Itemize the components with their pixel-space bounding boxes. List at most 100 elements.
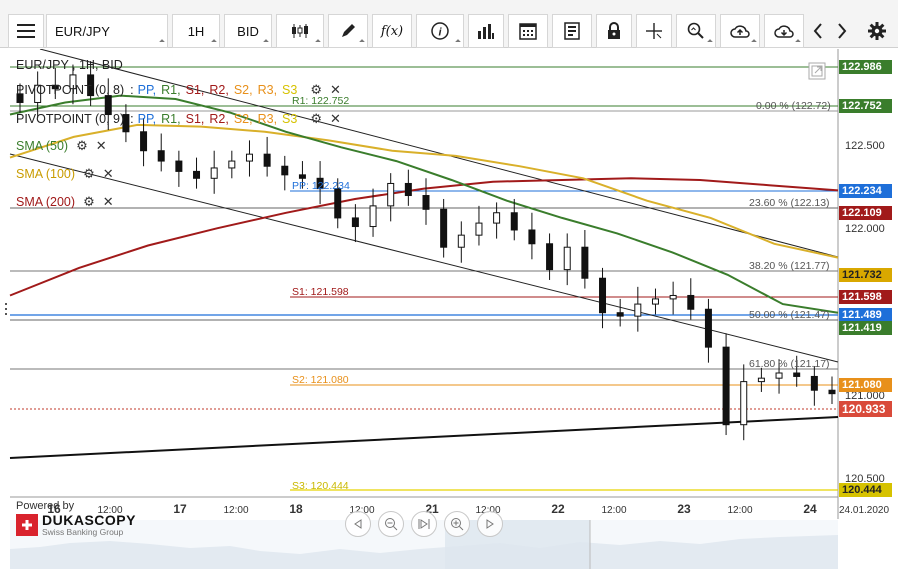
legend-sma-50-gear-icon[interactable]: ⚙	[76, 138, 88, 153]
legend-sma-200-close-icon[interactable]: ✕	[102, 194, 114, 209]
candle-body	[193, 170, 201, 179]
candle-body	[69, 74, 77, 90]
navigator-strip[interactable]	[10, 520, 838, 569]
chart-area[interactable]: R1: 122.752 0.00 % (122.72) PP: 122.234 …	[0, 49, 898, 569]
time-tick-label: 12:00	[475, 505, 500, 516]
nav-forward-button[interactable]	[477, 511, 503, 537]
chevron-right-icon	[838, 23, 847, 39]
legend-level-label: S2,	[233, 83, 253, 97]
candle-body	[793, 372, 801, 377]
legend-level-label: R3,	[257, 83, 278, 97]
candle-body	[581, 246, 589, 279]
scroll-left-button[interactable]	[806, 14, 830, 48]
maximize-icon[interactable]	[808, 62, 826, 80]
hamburger-menu-icon[interactable]	[8, 14, 44, 48]
legend-sma-50[interactable]: SMA (50) ⚙ ✕	[16, 138, 107, 154]
info-button[interactable]: i	[416, 14, 464, 48]
candle-body	[316, 177, 324, 190]
chevron-left-icon	[813, 23, 822, 39]
crosshair-button[interactable]	[636, 14, 672, 48]
legend-pivot-2-gear-icon[interactable]: ⚙	[310, 111, 322, 126]
time-tick-label: 17	[173, 502, 187, 516]
scroll-right-button[interactable]	[830, 14, 854, 48]
legend-level-label: R1,	[161, 112, 181, 126]
label-s3: S3: 120.444	[292, 480, 349, 492]
legend-sma-200-gear-icon[interactable]: ⚙	[83, 194, 95, 209]
legend-sma-100-close-icon[interactable]: ✕	[102, 166, 114, 181]
lock-button[interactable]	[596, 14, 632, 48]
reset-view-button[interactable]	[411, 511, 437, 537]
candle-body	[810, 375, 818, 391]
volume-button[interactable]	[468, 14, 504, 48]
download-button[interactable]	[764, 14, 804, 48]
settings-button[interactable]	[860, 14, 894, 48]
price-marker: 122.986	[839, 60, 892, 74]
zoom-in-button[interactable]	[444, 511, 470, 537]
price-marker: 122.752	[839, 99, 892, 113]
candle-body	[51, 84, 59, 90]
candle-body	[475, 222, 483, 236]
bar-chart-icon	[478, 24, 494, 39]
time-tick-label: 12:00	[223, 505, 248, 516]
symbol-selector[interactable]: EUR/JPY	[46, 14, 168, 48]
indicators-button[interactable]: f(x)	[372, 14, 412, 48]
time-tick-label: 16	[47, 502, 61, 516]
label-fib618: 61.80 % (121.17)	[749, 358, 830, 370]
candle-type-button[interactable]	[276, 14, 324, 48]
candle-body	[281, 165, 289, 176]
legend-sma-100[interactable]: SMA (100) ⚙ ✕	[16, 166, 114, 182]
legend-pivot-1[interactable]: PIVOTPOINT (0, 8) : PP, R1, S1, R2, S2, R3, S3…	[16, 82, 341, 98]
time-tick-label: 12:00	[97, 505, 122, 516]
candle-body	[175, 160, 183, 172]
zoom-button[interactable]	[676, 14, 716, 48]
label-fib50: 50.00 % (121.47)	[749, 309, 830, 321]
legend-sma-200[interactable]: SMA (200) ⚙ ✕	[16, 194, 114, 210]
candle-body	[493, 212, 501, 224]
price-marker: 121.598	[839, 290, 892, 304]
brand-tagline: Swiss Banking Group	[42, 527, 124, 537]
time-tick-label: 24	[803, 502, 817, 516]
legend-pivot-2[interactable]: PIVOTPOINT (0, 9) : PP, R1, S1, R2, S2, R3, S3…	[16, 111, 341, 127]
label-s1: S1: 121.598	[292, 286, 349, 298]
legend-pivot-1-close-icon[interactable]: ✕	[330, 82, 341, 97]
candle-body	[599, 277, 607, 314]
candle-body	[828, 389, 836, 395]
legend-pivot-2-close-icon[interactable]: ✕	[330, 111, 341, 126]
calendar-button[interactable]	[508, 14, 548, 48]
legend-sma-50-name: SMA (50)	[16, 139, 69, 153]
candle-body	[440, 208, 448, 248]
templates-button[interactable]	[552, 14, 592, 48]
label-s2: S2: 121.080	[292, 374, 349, 386]
crosshair-icon	[646, 23, 662, 39]
sma-50-line	[9, 94, 839, 314]
candle-body	[104, 95, 112, 116]
drag-handle[interactable]	[5, 303, 7, 315]
time-axis-date: 24.01.2020	[839, 505, 889, 516]
legend-sma-100-name: SMA (100)	[16, 167, 76, 181]
trendline-support	[9, 416, 839, 459]
chart-title: EUR/JPY , 1H, BID	[16, 58, 123, 72]
zoom-out-button[interactable]	[378, 511, 404, 537]
price-tick: 122.000	[845, 223, 885, 235]
legend-pivot-1-gear-icon[interactable]: ⚙	[310, 82, 322, 97]
nav-back-button[interactable]	[345, 511, 371, 537]
trendline-upper	[39, 49, 839, 258]
candle-body	[563, 246, 571, 271]
drawing-tools-button[interactable]	[328, 14, 368, 48]
legend-sma-100-gear-icon[interactable]: ⚙	[83, 166, 95, 181]
price-marker: 122.109	[839, 206, 892, 220]
price-chart[interactable]: R1: 122.752 0.00 % (122.72) PP: 122.234 …	[0, 49, 898, 569]
legend-sma-50-close-icon[interactable]: ✕	[95, 138, 107, 153]
sma-100-line	[9, 123, 839, 259]
dukascopy-logo-icon	[16, 514, 38, 536]
candle-body	[510, 212, 518, 231]
candle-body	[298, 174, 306, 179]
price-marker: 121.489	[839, 308, 892, 322]
upload-button[interactable]	[720, 14, 760, 48]
time-tick-label: 12:00	[349, 505, 374, 516]
side-selector[interactable]: BID	[224, 14, 272, 48]
interval-selector[interactable]: 1H	[172, 14, 220, 48]
candle-body	[757, 377, 765, 383]
candle-body	[122, 114, 130, 133]
legend-level-label: R2,	[209, 83, 229, 97]
